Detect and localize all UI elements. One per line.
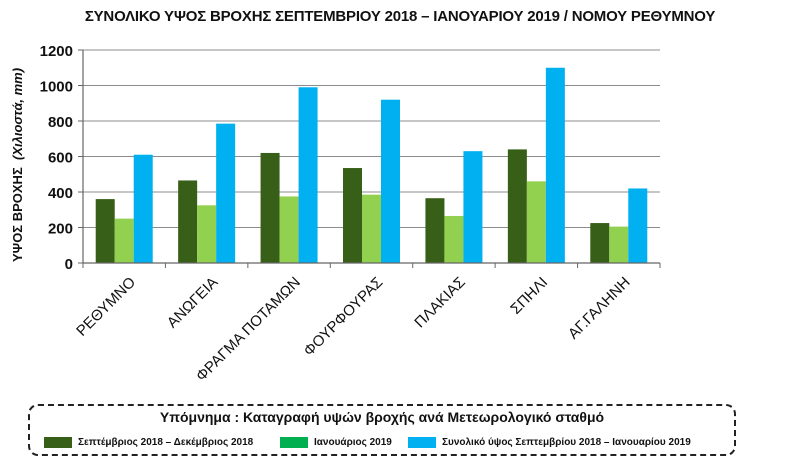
x-tick-label: ΡΕΘΥΜΝΟ — [73, 274, 139, 340]
y-tick-label: 600 — [48, 150, 73, 167]
legend-item-sep-dec: Σεπτέμβριος 2018 – Δεκέμβριος 2018 — [44, 437, 253, 448]
bar — [545, 67, 565, 263]
y-tick-label: 800 — [48, 114, 73, 131]
x-tick-label: ΑΝΩΓΕΙΑ — [164, 274, 222, 332]
legend-swatch-total — [408, 437, 436, 448]
bar — [343, 168, 362, 263]
bar — [260, 152, 280, 263]
bars — [95, 67, 648, 264]
bar — [507, 149, 527, 263]
bar — [590, 223, 610, 263]
legend-label-jan: Ιανουάριος 2019 — [314, 437, 392, 448]
legend-swatch-sep-dec — [44, 437, 72, 448]
bar — [628, 188, 648, 263]
bar — [95, 199, 115, 263]
bar — [526, 181, 546, 263]
bar — [444, 215, 464, 263]
y-tick-label: 200 — [48, 221, 73, 238]
bar — [609, 226, 629, 263]
legend-label-sep-dec: Σεπτέμβριος 2018 – Δεκέμβριος 2018 — [78, 437, 254, 448]
y-tick-label: 0 — [65, 256, 73, 273]
bar — [216, 123, 236, 263]
axes — [78, 49, 661, 268]
y-axis-label: ΥΨΟΣ ΒΡΟΧΗΣ (Χιλιοστά, mm) — [10, 68, 25, 262]
y-axis-label-main: ΥΨΟΣ ΒΡΟΧΗΣ — [10, 167, 25, 262]
x-tick-label: ΑΓ.ΓΑΛΗΝΗ — [565, 274, 634, 343]
bar — [279, 196, 299, 263]
bar — [381, 99, 400, 263]
legend-box: Υπόμνημα : Καταγραφή υψών βροχής ανά Μετ… — [28, 404, 736, 456]
legend-item-jan: Ιανουάριος 2019 — [280, 437, 392, 448]
bar — [133, 154, 153, 263]
x-tick-label: ΦΟΥΡΦΟΥΡΑΣ — [300, 274, 386, 360]
bar — [197, 205, 217, 263]
y-axis-label-unit: (Χιλιοστά, mm) — [10, 68, 25, 160]
y-tick-labels: 0 200 400 600 800 1000 1200 — [40, 43, 73, 273]
bar-chart: ΥΨΟΣ ΒΡΟΧΗΣ (Χιλιοστά, mm) 0 200 400 600 800… — [10, 43, 661, 385]
legend-title: Υπόμνημα : Καταγραφή υψών βροχής ανά Μετ… — [159, 409, 605, 425]
chart-title: ΣΥΝΟΛΙΚΟ ΥΨΟΣ ΒΡΟΧΗΣ ΣΕΠΤΕΜΒΡΙΟΥ 2018 – … — [84, 8, 716, 25]
bar — [425, 198, 445, 263]
bar — [463, 151, 483, 263]
x-tick-label: ΠΛΑΚΙΑΣ — [411, 274, 468, 331]
legend-item-total: Συνολικό ύψος Σεπτεμβρίου 2018 – Ιανουαρ… — [408, 437, 691, 448]
bar — [362, 194, 381, 263]
x-tick-label: ΣΠΗΛΙ — [507, 274, 551, 318]
y-tick-label: 400 — [48, 185, 73, 202]
bar — [178, 180, 198, 263]
bar — [298, 87, 318, 264]
y-tick-label: 1200 — [40, 43, 73, 60]
legend-swatch-jan — [280, 437, 308, 448]
y-tick-label: 1000 — [40, 79, 73, 96]
legend-label-total: Συνολικό ύψος Σεπτεμβρίου 2018 – Ιανουαρ… — [442, 437, 691, 448]
bar — [114, 218, 134, 263]
